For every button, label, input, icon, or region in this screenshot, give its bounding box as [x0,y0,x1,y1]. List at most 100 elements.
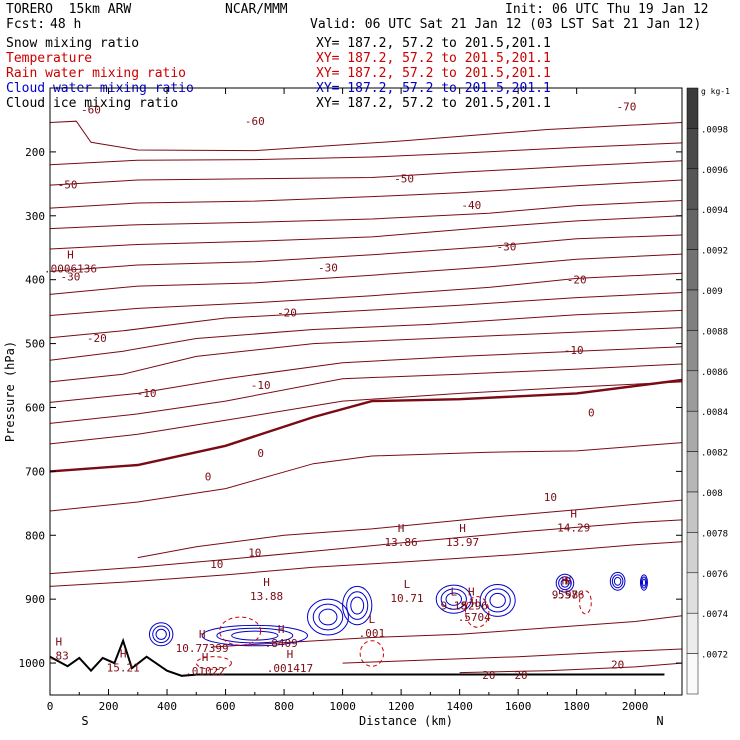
cloud-water-contour-7-1 [611,574,624,589]
isotherm-label: 10 [210,558,223,571]
isotherm-line-9 [49,292,683,339]
isotherm-label: -10 [564,344,584,357]
cloud-water-contour-4-2 [445,592,463,606]
extremum-marker: H [565,575,572,588]
isotherm-label: 20 [514,669,527,682]
model-title: TORERO 15km ARW [6,2,132,17]
extremum-value: 13.86 [385,536,418,549]
cloud-water-contour-2-0 [306,598,349,636]
extremum-value: 9.98 [552,589,579,602]
y-axis-label: Pressure (hPa) [3,341,17,442]
colorbar-swatch [686,249,699,291]
y-tick-label: 300 [25,210,45,223]
colorbar-swatch [686,330,699,372]
colorbar-tick-label: .009 [701,287,723,297]
extremum-value: .8409 [265,637,298,650]
cloud-water-contour-7-0 [609,571,626,591]
extremum-value: .5576 [551,589,584,602]
extremum-marker: L [450,585,457,598]
axes: 0 200 400 600 800 1000 1200 1400 1600 1800 2000200… [3,87,683,728]
rain-contour-1 [464,596,490,628]
extremum-marker: H [570,507,577,520]
extremum-value: 15.21 [107,661,140,674]
isotherm-line-8 [49,272,683,316]
extremum-value: .01022 [185,665,225,678]
isotherm-line-6 [49,234,683,272]
cloud-water-contour-7-2 [613,576,622,586]
extremum-marker: H [120,647,127,660]
extremum-value: .001417 [267,662,313,675]
org-label: NCAR/MMM [225,2,288,17]
colorbar-tick-label: .0086 [701,368,728,378]
isotherm-line-3 [49,179,683,209]
y-tick-label: 600 [25,401,45,414]
cloud-water-contour-5-0 [479,583,516,617]
x-tick-label: 1600 [505,700,532,713]
colorbar-tick-label: .0078 [701,529,728,539]
isotherm-label: -20 [567,274,587,287]
isotherm-label: 0 [205,470,212,483]
colorbar-swatch [686,410,699,452]
rain-contour-4 [195,656,232,670]
x-tick-label: 800 [274,700,294,713]
forecast-hours: 48 h [50,17,82,32]
extremum-marker: H [562,575,569,588]
x-tick-label: 0 [47,700,54,713]
colorbar-swatch [686,491,699,533]
rain-contour-3 [359,640,385,667]
north-end-label: N [656,714,663,728]
cloud-water-contour-5-1 [484,588,511,613]
isotherm-label: 0 [588,407,595,420]
x-tick-label: 1400 [446,700,473,713]
isotherm-label: -60 [81,104,101,117]
colorbar-tick-label: .0088 [701,327,728,337]
colorbar-swatch [686,168,699,210]
cloud-water-contour-1-0 [201,624,308,647]
cloud-water-contour-3-2 [350,596,365,615]
isotherm-line-7 [49,253,683,295]
isotherm-label: -30 [61,270,81,283]
colorbar-tick-label: .0094 [701,206,728,216]
cloud-water-contours [148,571,648,670]
extremum-marker: H [263,576,270,589]
init-time: Init: 06 UTC Thu 19 Jan 12 [505,2,709,17]
isotherm-line-18 [49,541,683,587]
isotherm-label: 10 [544,491,557,504]
isotherm-label: -50 [394,173,414,186]
isotherm-line-20 [342,648,683,664]
field-xy-snow: XY= 187.2, 57.2 to 201.5,201.1 [316,36,551,51]
isotherm-line-5 [49,215,683,250]
cloud-water-contour-5-2 [489,592,506,608]
rain-contour-2 [579,590,592,615]
colorbar-swatch [686,289,699,331]
isotherm-line-15 [49,442,683,512]
cloud-water-contour-4-1 [440,588,467,610]
field-name-snow: Snow mixing ratio [6,36,140,51]
extremum-value: 10.77399 [176,642,229,655]
x-tick-label: 1000 [329,700,356,713]
isotherm-line-12 [49,346,683,403]
extremum-marker: H [471,597,478,610]
extremum-value: 13.97 [446,536,479,549]
cloud-water-contour-6-0 [555,573,575,593]
cloud-water-contour-6-1 [558,576,572,591]
isotherm-label: 0 [257,447,264,460]
isotherm-label: -50 [58,178,78,191]
cloud-water-contour-3-0 [342,585,373,626]
extremum-value: .0006136 [44,263,97,276]
forecast-label: Fcst: [6,17,46,32]
extremum-marker: H [459,522,466,535]
x-tick-label: 2000 [622,700,649,713]
isotherm-line-10 [49,309,683,361]
isotherm-label: 20 [611,658,624,671]
y-tick-label: 500 [25,338,45,351]
isotherm-label: -10 [251,379,271,392]
field-name-temperature: Temperature [6,51,93,66]
plot-frame [49,87,683,696]
extremum-marker: H [202,651,209,664]
cloud-water-contour-0-1 [152,625,171,644]
colorbar-swatch [686,87,699,129]
colorbar-swatch [686,370,699,412]
colorbar-unit: g kg-1 [701,87,730,96]
isotherm-line-0 [49,120,683,152]
